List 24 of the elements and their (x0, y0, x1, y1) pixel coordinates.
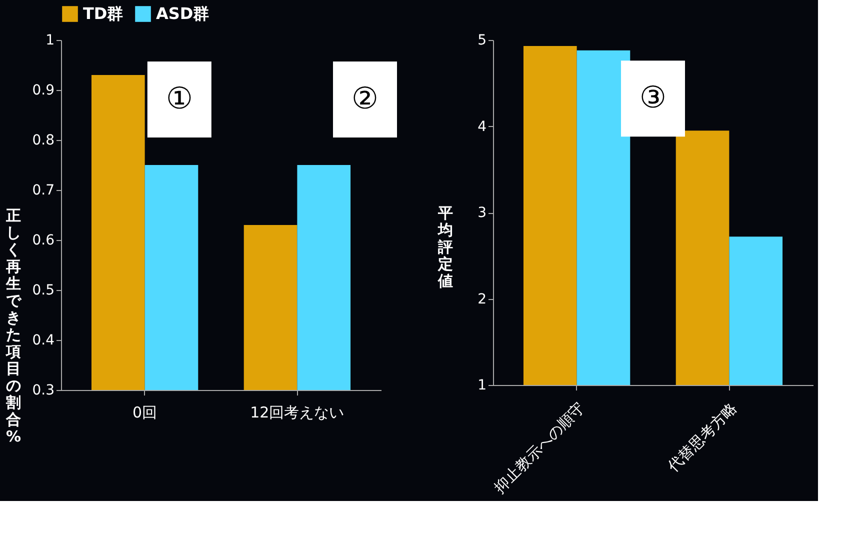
text: 正しく再生できた項目の割合% (6, 206, 22, 446)
y-tick-label: 3 (478, 205, 486, 221)
annotation: ② (352, 82, 378, 116)
x-tick-label: 抑止教示への順守 (490, 399, 588, 497)
annotation: ① (166, 82, 193, 116)
y-tick-label: 0.6 (32, 232, 55, 248)
y-tick-label: 1 (478, 378, 486, 394)
y-tick-label: 0.4 (32, 332, 55, 348)
y-tick-label: 1 (46, 32, 54, 48)
y-tick-label: 4 (478, 118, 487, 135)
y-tick-label: 5 (478, 32, 486, 48)
legend-label: TD群 (83, 4, 124, 23)
y-tick-label: 0.5 (32, 282, 54, 298)
y-tick-label: 2 (478, 291, 486, 308)
y-tick-label: 0.3 (32, 382, 54, 398)
x-tick-label: 代替思考方略 (663, 399, 741, 476)
y-tick-label: 0.8 (32, 132, 54, 148)
legend-label: ASD群 (156, 4, 210, 23)
annotation: ③ (640, 80, 666, 116)
y-tick-label: 0.7 (32, 182, 54, 198)
x-tick-label: 0回 (132, 404, 158, 422)
y-axis-title: 平均評定値 (437, 204, 453, 290)
x-tick-label: 12回考えない (250, 404, 344, 422)
y-tick-label: 0.9 (32, 82, 54, 98)
